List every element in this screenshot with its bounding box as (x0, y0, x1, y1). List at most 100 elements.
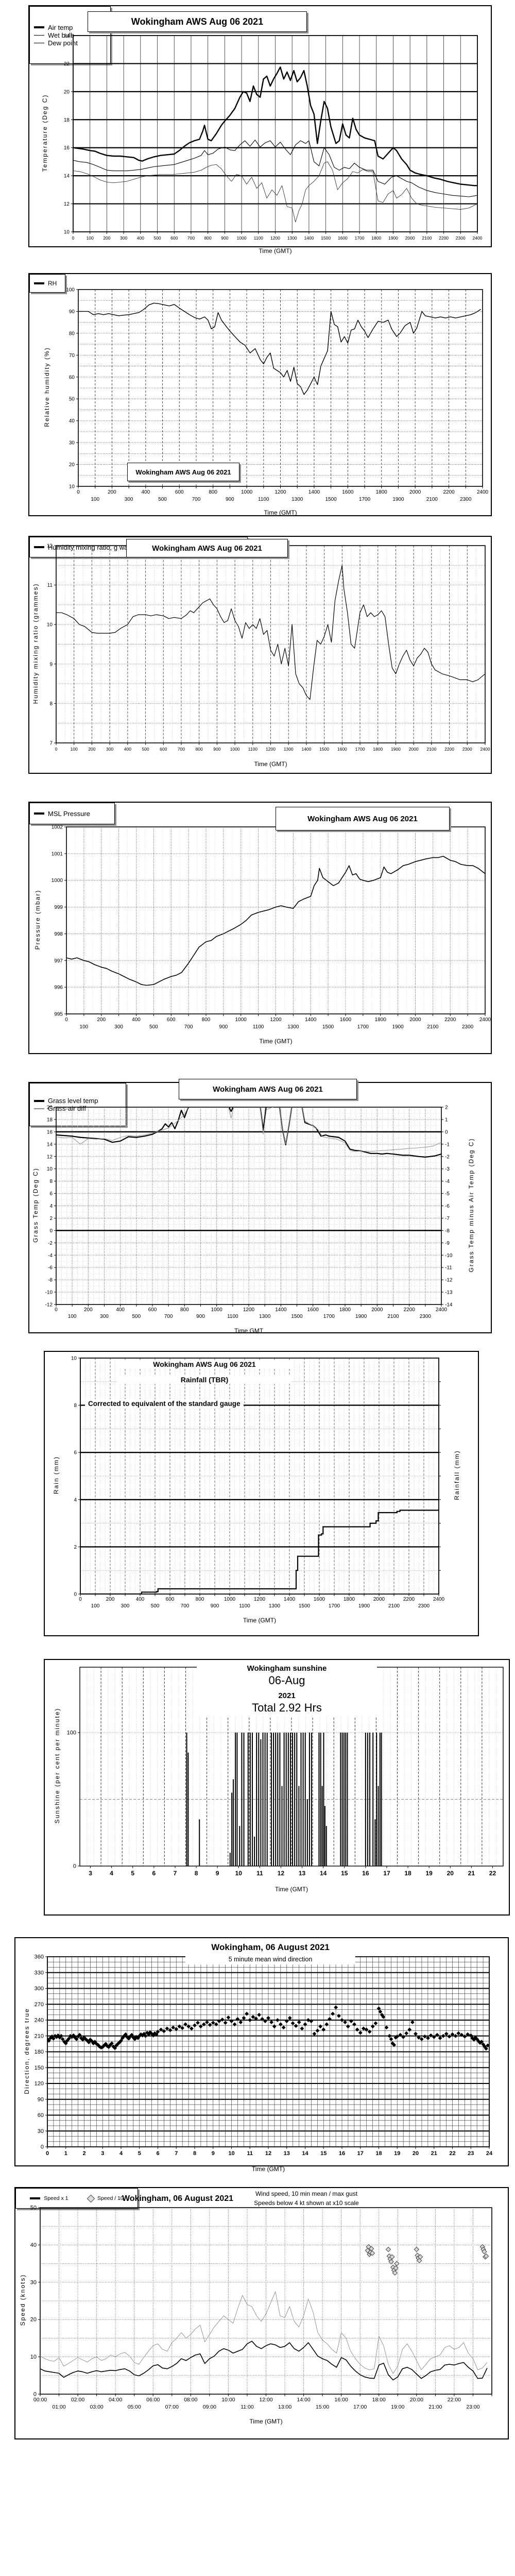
svg-text:12: 12 (278, 1870, 285, 1877)
svg-text:1500: 1500 (325, 497, 337, 502)
svg-text:1400: 1400 (305, 1017, 317, 1023)
svg-text:60: 60 (38, 2112, 44, 2119)
svg-text:6: 6 (74, 1450, 77, 1456)
svg-text:10: 10 (69, 484, 75, 490)
svg-text:1200: 1200 (270, 1017, 282, 1023)
chart-subtitle: Wind speed, 10 min mean / max gust (255, 2190, 358, 2197)
svg-text:400: 400 (116, 1307, 125, 1313)
chart-title: Wokingham AWS Aug 06 2021 (276, 807, 450, 831)
svg-text:1000: 1000 (224, 1597, 236, 1602)
svg-text:210: 210 (35, 2033, 44, 2039)
svg-text:500: 500 (151, 1603, 160, 1609)
svg-text:16: 16 (47, 1129, 53, 1135)
legend-label: RH (48, 280, 57, 287)
svg-text:0: 0 (73, 1863, 76, 1870)
svg-text:1500: 1500 (321, 235, 331, 241)
chart-panel-rainfall: 0 100 200 300 400 500 600 700 800 900 1000 1100 1200… (44, 1351, 479, 1636)
svg-text:19:00: 19:00 (391, 2404, 404, 2410)
chart-title: Wokingham AWS Aug 06 2021 (179, 1079, 357, 1099)
svg-text:1000: 1000 (230, 747, 240, 752)
svg-text:19: 19 (394, 2150, 400, 2157)
legend-item: Wet bulb (34, 31, 106, 39)
line-swatch-icon (34, 282, 44, 284)
x-axis-label: Time (GMT) (254, 760, 287, 768)
svg-text:100: 100 (80, 1024, 89, 1030)
svg-text:22: 22 (489, 1870, 496, 1877)
svg-text:1000: 1000 (241, 489, 253, 495)
svg-text:13: 13 (299, 1870, 306, 1877)
legend-item: Air temp (34, 24, 106, 31)
svg-text:-3: -3 (445, 1166, 450, 1172)
svg-text:16: 16 (362, 1870, 369, 1877)
legend-label: Dew point (48, 39, 78, 47)
svg-text:11: 11 (256, 1870, 263, 1877)
svg-text:21: 21 (431, 2150, 437, 2157)
legend-label: Grass-air diff (48, 1105, 87, 1112)
svg-text:1800: 1800 (373, 747, 383, 752)
svg-text:15:00: 15:00 (316, 2404, 329, 2410)
svg-text:4: 4 (110, 1870, 113, 1877)
svg-text:996: 996 (54, 985, 63, 991)
svg-text:22: 22 (449, 2150, 455, 2157)
svg-text:1600: 1600 (340, 1017, 352, 1023)
svg-text:300: 300 (114, 1024, 123, 1030)
svg-text:9: 9 (49, 662, 53, 667)
svg-text:0: 0 (445, 1129, 448, 1135)
svg-text:1700: 1700 (355, 747, 365, 752)
chart-panel-humidity-mixing-ratio: 0 100 200 300 400 500 600 700 800 900 1000 1100 1200… (28, 536, 492, 774)
svg-text:-12: -12 (45, 1302, 53, 1308)
svg-text:10: 10 (71, 1356, 77, 1362)
svg-text:400: 400 (136, 1597, 145, 1602)
svg-text:100: 100 (68, 1314, 77, 1319)
x-axis-label: Time (GMT) (243, 1617, 277, 1624)
y-axis-label: Sunshine (per cent per minute) (54, 1707, 61, 1824)
line-swatch-icon (34, 1108, 44, 1109)
svg-text:200: 200 (108, 489, 116, 495)
legend-item: Grass level temp (34, 1097, 122, 1105)
svg-text:30: 30 (38, 2128, 44, 2134)
svg-text:700: 700 (178, 747, 185, 752)
svg-text:8: 8 (49, 1179, 53, 1184)
svg-text:2000: 2000 (409, 747, 419, 752)
svg-text:400: 400 (137, 235, 144, 241)
svg-text:-11: -11 (445, 1265, 452, 1271)
svg-text:2400: 2400 (479, 1017, 491, 1023)
svg-text:1800: 1800 (375, 1017, 387, 1023)
x-axis-label: Time (GMT) (264, 509, 297, 516)
svg-text:1300: 1300 (259, 1314, 271, 1319)
svg-text:6: 6 (49, 1191, 53, 1197)
svg-text:12:00: 12:00 (259, 2397, 272, 2403)
svg-text:-4: -4 (48, 1253, 53, 1259)
svg-text:0: 0 (55, 1307, 58, 1313)
svg-text:2: 2 (74, 1545, 77, 1550)
svg-text:600: 600 (166, 1597, 175, 1602)
svg-text:9: 9 (216, 1870, 219, 1877)
svg-text:900: 900 (226, 497, 234, 502)
svg-text:0: 0 (49, 1228, 53, 1234)
line-swatch-icon (34, 26, 44, 28)
svg-text:90: 90 (38, 2096, 44, 2103)
svg-text:10: 10 (235, 1870, 243, 1877)
svg-text:100: 100 (87, 235, 94, 241)
svg-text:1300: 1300 (291, 497, 303, 502)
svg-text:10: 10 (30, 2354, 37, 2360)
legend-label: Air temp (48, 23, 73, 31)
svg-text:900: 900 (196, 1314, 205, 1319)
svg-text:1000: 1000 (237, 235, 247, 241)
y-axis-label: Relative humidity (%) (43, 347, 50, 427)
svg-text:11:00: 11:00 (241, 2404, 254, 2410)
svg-text:1300: 1300 (284, 747, 294, 752)
svg-text:800: 800 (204, 235, 212, 241)
legend-item: Dew point (34, 39, 106, 47)
svg-text:1800: 1800 (344, 1597, 355, 1602)
svg-text:8: 8 (74, 1403, 77, 1409)
svg-text:04:00: 04:00 (109, 2397, 122, 2403)
chart-panel-sunshine: 3 4 5 6 7 8 9 10 11 12 13 14 15 16 17 18 19 20 21 22 0 100 Wok… (44, 1659, 510, 1916)
svg-text:1900: 1900 (392, 497, 404, 502)
svg-text:7: 7 (175, 2150, 178, 2157)
svg-text:40: 40 (69, 418, 75, 424)
svg-text:1000: 1000 (211, 1307, 223, 1313)
svg-text:1900: 1900 (358, 1603, 370, 1609)
svg-text:22: 22 (64, 61, 70, 67)
chart-title: Wokingham, 06 August 2021 (211, 1942, 330, 1952)
